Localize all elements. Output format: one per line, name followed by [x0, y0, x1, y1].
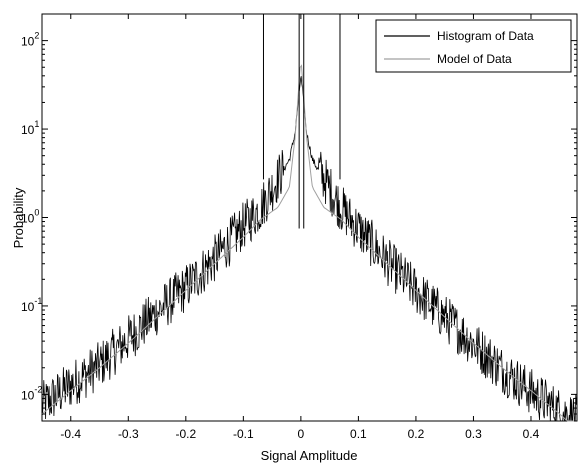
- x-tick-label: 0.2: [408, 427, 425, 441]
- y-tick-label: 102: [21, 31, 39, 49]
- y-axis-label: Probability: [11, 187, 26, 248]
- data-layer: [41, 64, 578, 422]
- x-tick-label: 0.4: [523, 427, 540, 441]
- legend-box: [375, 19, 572, 73]
- x-tick-label: 0: [298, 427, 305, 441]
- y-tick-label: 101: [21, 119, 39, 137]
- x-tick-label: -0.3: [118, 427, 139, 441]
- x-tick-label: 0.1: [350, 427, 367, 441]
- y-tick-label: 100: [21, 208, 39, 226]
- series-line-0: [41, 76, 578, 422]
- x-tick-label: -0.2: [175, 427, 196, 441]
- series-line-1: [41, 64, 577, 422]
- x-tick-label: -0.4: [60, 427, 81, 441]
- y-tick-label: 10-2: [21, 384, 42, 402]
- threshold-lines: [262, 14, 341, 229]
- x-axis-label: Signal Amplitude: [261, 448, 358, 463]
- axis-ticks: [42, 13, 577, 422]
- legend-label-histogram: Histogram of Data: [437, 29, 534, 43]
- y-tick-label: 10-1: [21, 296, 42, 314]
- legend-label-model: Model of Data: [437, 52, 512, 66]
- x-tick-labels: -0.4 -0.3 -0.2 -0.1 0 0.1 0.2 0.3 0.4: [60, 427, 539, 441]
- y-tick-labels: 10-2 10-1 100 101 102: [21, 31, 42, 403]
- x-tick-label: -0.1: [233, 427, 254, 441]
- legend: Histogram of Data Model of Data: [375, 19, 572, 73]
- x-tick-label: 0.3: [465, 427, 482, 441]
